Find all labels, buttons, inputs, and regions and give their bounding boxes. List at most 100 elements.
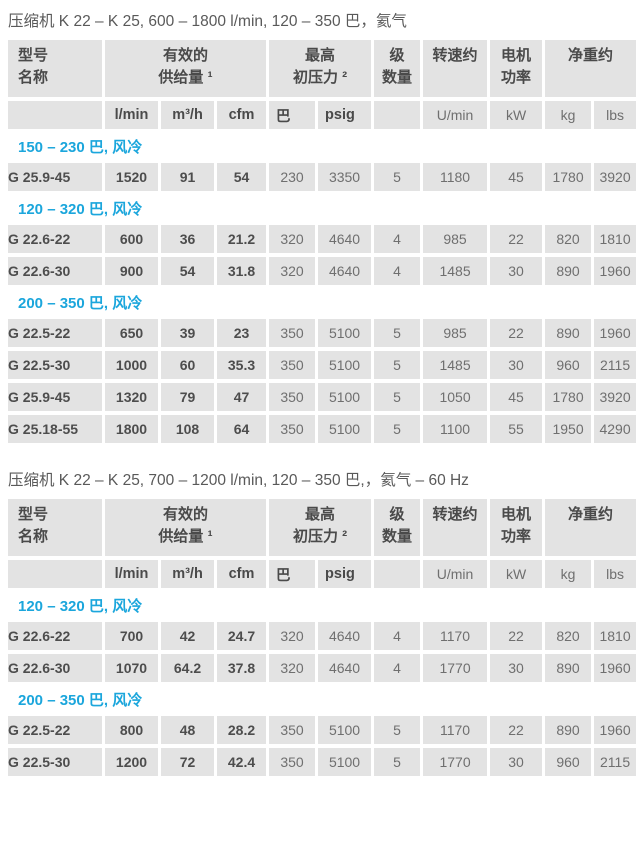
unit-header: cfm: [217, 101, 267, 129]
table-row: G 22.5-22 650 39 23 350 5100 5 985 22 890 1960: [8, 319, 637, 347]
section-heading: 200 – 350 巴, 风冷: [8, 686, 637, 712]
table-row: G 25.9-45 1520 91 54 230 3350 5 1180 45 1780 3920: [8, 163, 637, 191]
section-heading: 150 – 230 巴, 风冷: [8, 133, 637, 159]
value-cell: 320: [269, 257, 316, 285]
value-cell: 890: [545, 654, 592, 682]
unit-header-row: l/min m³/h cfm 巴 psig U/min kW kg lbs: [8, 101, 637, 129]
unit-header: m³/h: [161, 101, 214, 129]
value-cell: 1770: [423, 654, 488, 682]
header-line: 电机: [501, 47, 532, 64]
header-line: 级: [389, 506, 405, 523]
section-row: 150 – 230 巴, 风冷: [8, 133, 637, 159]
value-cell: 4: [374, 622, 421, 650]
value-cell: 39: [161, 319, 214, 347]
value-cell: 4290: [594, 415, 637, 443]
value-cell: 22: [490, 319, 543, 347]
value-cell: 985: [423, 319, 488, 347]
value-cell: 64: [217, 415, 267, 443]
value-cell: 30: [490, 351, 543, 379]
value-cell: 600: [105, 225, 158, 253]
unit-header: lbs: [594, 101, 637, 129]
value-cell: 21.2: [217, 225, 267, 253]
value-cell: 5100: [318, 319, 372, 347]
section-heading: 200 – 350 巴, 风冷: [8, 289, 637, 315]
unit-header: l/min: [105, 101, 158, 129]
model-name-cell: G 22.6-22: [8, 622, 102, 650]
value-cell: 700: [105, 622, 158, 650]
unit-header: U/min: [423, 560, 488, 588]
header-line: 最高: [305, 47, 336, 64]
unit-header: 巴: [269, 101, 316, 129]
table-row: G 25.18-55 1800 108 64 350 5100 5 1100 55 1950 429…: [8, 415, 637, 443]
value-cell: 4640: [318, 225, 372, 253]
model-name-cell: G 22.6-30: [8, 654, 102, 682]
model-name-cell: G 22.5-22: [8, 716, 102, 744]
value-cell: 23: [217, 319, 267, 347]
column-header-max-initial-pressure: 最高 初压力 ²: [269, 499, 372, 556]
value-cell: 320: [269, 654, 316, 682]
value-cell: 350: [269, 748, 316, 776]
value-cell: 22: [490, 716, 543, 744]
header-line: 级: [389, 47, 405, 64]
value-cell: 4: [374, 225, 421, 253]
column-header-net-weight: 净重约: [545, 40, 637, 97]
value-cell: 230: [269, 163, 316, 191]
table-row: G 22.6-22 700 42 24.7 320 4640 4 1170 22 820 1810: [8, 622, 637, 650]
table-row: G 25.9-45 1320 79 47 350 5100 5 1050 45 1780 3920: [8, 383, 637, 411]
spec-table: 型号 名称 有效的 供给量 ¹ 最高 初压力 ² 级数量 转速约 电机 功率 净重约 l/min m³/…: [5, 36, 639, 447]
column-group-header-row: 型号 名称 有效的 供给量 ¹ 最高 初压力 ² 级数量 转速约 电机 功率 净重约: [8, 40, 637, 97]
column-header-model: 型号 名称: [8, 40, 102, 97]
unit-header-blank: [8, 101, 102, 129]
header-line: 型号: [18, 47, 49, 64]
model-name-cell: G 25.18-55: [8, 415, 102, 443]
value-cell: 55: [490, 415, 543, 443]
value-cell: 800: [105, 716, 158, 744]
unit-header: U/min: [423, 101, 488, 129]
value-cell: 35.3: [217, 351, 267, 379]
value-cell: 30: [490, 257, 543, 285]
section-row: 200 – 350 巴, 风冷: [8, 686, 637, 712]
column-header-stages: 级数量: [374, 499, 421, 556]
value-cell: 22: [490, 225, 543, 253]
table-row: G 22.5-30 1200 72 42.4 350 5100 5 1770 30 960 2115: [8, 748, 637, 776]
table-title: 压缩机 K 22 – K 25, 700 – 1200 l/min, 120 –…: [8, 472, 469, 489]
spec-table-section-2: 压缩机 K 22 – K 25, 700 – 1200 l/min, 120 –…: [5, 471, 639, 780]
header-line: 名称: [18, 528, 49, 545]
value-cell: 1520: [105, 163, 158, 191]
value-cell: 5100: [318, 748, 372, 776]
value-cell: 5100: [318, 716, 372, 744]
header-line: 最高: [305, 506, 336, 523]
value-cell: 91: [161, 163, 214, 191]
value-cell: 960: [545, 748, 592, 776]
unit-header: psig: [318, 101, 372, 129]
model-name-cell: G 22.6-30: [8, 257, 102, 285]
value-cell: 1050: [423, 383, 488, 411]
value-cell: 1960: [594, 319, 637, 347]
value-cell: 320: [269, 225, 316, 253]
unit-header: kW: [490, 560, 543, 588]
header-line: 数量: [382, 69, 413, 86]
value-cell: 320: [269, 622, 316, 650]
header-line: 功率: [501, 69, 532, 86]
value-cell: 1485: [423, 351, 488, 379]
unit-header: cfm: [217, 560, 267, 588]
spec-table: 型号 名称 有效的 供给量 ¹ 最高 初压力 ² 级数量 转速约 电机 功率 净重约 l/min m³/…: [5, 495, 639, 780]
value-cell: 5: [374, 319, 421, 347]
value-cell: 4640: [318, 654, 372, 682]
header-line: 型号: [18, 506, 49, 523]
column-group-header-row: 型号 名称 有效的 供给量 ¹ 最高 初压力 ² 级数量 转速约 电机 功率 净重约: [8, 499, 637, 556]
value-cell: 820: [545, 225, 592, 253]
value-cell: 45: [490, 383, 543, 411]
value-cell: 3920: [594, 163, 637, 191]
value-cell: 350: [269, 415, 316, 443]
unit-header: 巴: [269, 560, 316, 588]
value-cell: 1800: [105, 415, 158, 443]
value-cell: 1950: [545, 415, 592, 443]
model-name-cell: G 25.9-45: [8, 163, 102, 191]
column-header-motor-power: 电机 功率: [490, 499, 543, 556]
value-cell: 1180: [423, 163, 488, 191]
value-cell: 5: [374, 351, 421, 379]
column-header-motor-power: 电机 功率: [490, 40, 543, 97]
value-cell: 54: [217, 163, 267, 191]
unit-header: m³/h: [161, 560, 214, 588]
